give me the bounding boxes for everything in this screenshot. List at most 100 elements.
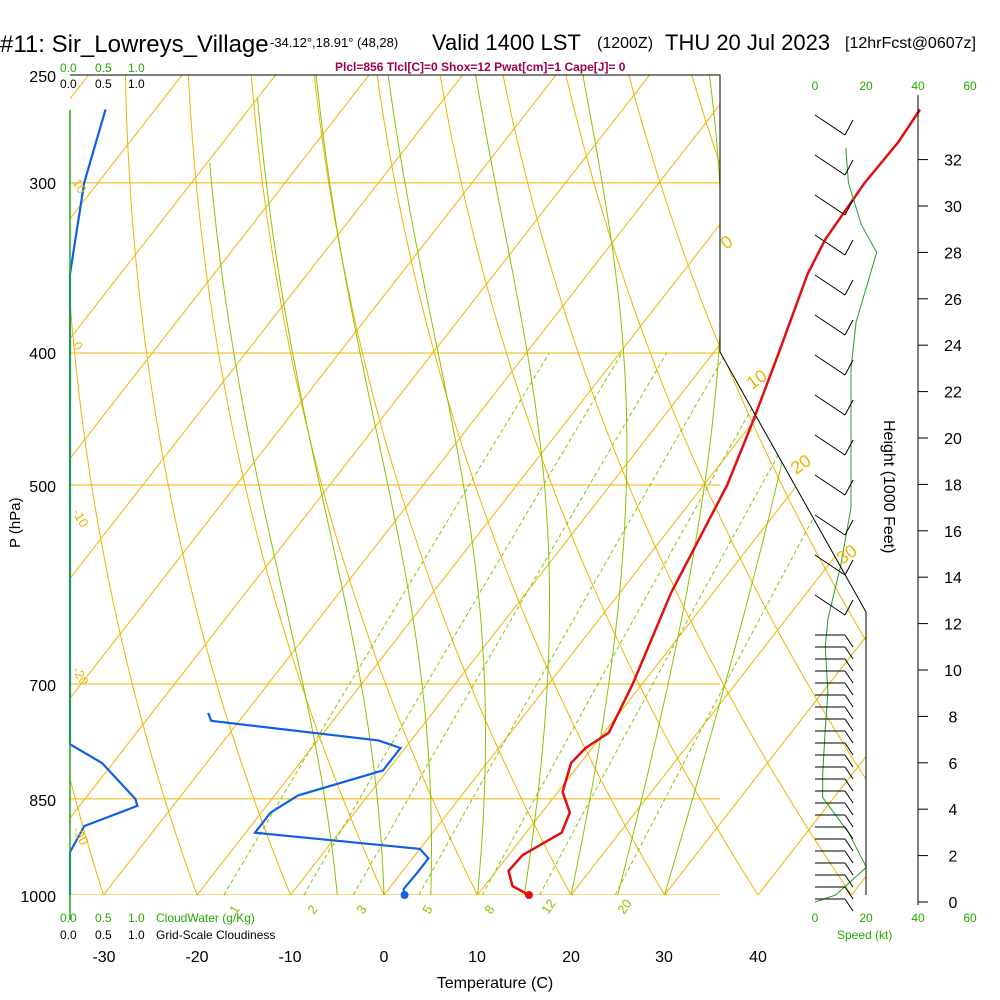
isotherm-line xyxy=(664,75,866,895)
speed-tick-bottom-0: 0 xyxy=(812,911,819,925)
surface-temperature-marker xyxy=(524,891,533,899)
pressure-tick-700: 700 xyxy=(29,678,56,695)
wind-barb-staff xyxy=(814,554,846,576)
wind-barb-staff xyxy=(814,314,846,336)
isotherm-line xyxy=(757,75,866,895)
moist-adiabat-line xyxy=(209,162,338,895)
cloud-scale-bottom-black-05: 0.5 xyxy=(95,928,112,942)
surface-dewpoint-marker xyxy=(400,891,409,899)
wind-barb-flag xyxy=(844,898,854,912)
speed-tick-top-20: 20 xyxy=(859,79,873,93)
wind-barb-flag xyxy=(844,706,854,720)
height-tick-label: 16 xyxy=(944,524,962,541)
mixing-ratio-label: 12 xyxy=(538,896,559,916)
wind-barb-staff xyxy=(814,354,846,376)
x-axis-label: Temperature (C) xyxy=(437,975,553,992)
wind-barb-flag xyxy=(844,658,854,672)
wind-barb-flag xyxy=(844,519,854,536)
mixing-ratio-label: 20 xyxy=(614,896,635,916)
pressure-tick-400: 400 xyxy=(29,346,56,363)
sounding-traces xyxy=(68,108,922,912)
pressure-tick-300: 300 xyxy=(29,176,56,193)
wind-barb-staff xyxy=(814,434,846,456)
y-axis-label: P (hPa) xyxy=(7,497,24,548)
cloud-water-label: CloudWater (g/Kg) xyxy=(156,911,255,925)
mixing-ratio-line xyxy=(418,352,727,895)
valid-date: THU 20 Jul 2023 xyxy=(665,30,830,55)
cloud-scale-top-green-1: 1.0 xyxy=(128,61,145,75)
height-tick-label: 30 xyxy=(944,199,962,216)
wind-barb-flag xyxy=(844,814,854,828)
plot-frame xyxy=(70,74,867,895)
moist-adiabat-line xyxy=(313,75,432,895)
cloudiness-label: Grid-Scale Cloudiness xyxy=(156,928,275,942)
wind-barb-flag xyxy=(844,670,854,684)
temp-tick-40: 40 xyxy=(749,949,767,966)
isotherm-line xyxy=(70,75,463,895)
wind-barb-staff xyxy=(814,234,846,256)
dry-adiabat-line xyxy=(559,75,866,895)
height-tick-label: 14 xyxy=(944,570,962,587)
speed-tick-top-60: 60 xyxy=(963,79,977,93)
wind-barb-flag xyxy=(844,802,854,816)
cloud-scale-top-black-1: 1.0 xyxy=(128,77,145,91)
height-tick-label: 32 xyxy=(944,153,962,170)
wind-barb-flag xyxy=(844,718,854,732)
wind-barb-flag xyxy=(844,826,854,840)
temp-tick-20: 20 xyxy=(562,949,580,966)
wind-barb-flag xyxy=(844,766,854,780)
wind-barb-flag xyxy=(844,634,854,648)
wind-barb-flag xyxy=(844,319,854,336)
wind-barb-flag xyxy=(844,119,854,136)
height-tick-label: 24 xyxy=(944,338,962,355)
wind-barb-flag xyxy=(844,359,854,376)
speed-tick-bottom-60: 60 xyxy=(963,911,977,925)
cloud-scale-top-black-05: 0.5 xyxy=(95,77,112,91)
isotherm-line xyxy=(70,75,183,895)
wind-barb-flag xyxy=(844,754,854,768)
mixing-ratio-line xyxy=(481,352,784,895)
temp-tick-0: 0 xyxy=(380,949,389,966)
dry-adiabat-line xyxy=(70,75,114,895)
height-tick-label: 22 xyxy=(944,385,962,402)
wind-barb-staff xyxy=(814,114,846,136)
height-tick-label: 10 xyxy=(944,663,962,680)
height-tick-label: 0 xyxy=(949,895,958,912)
wind-barb-flag xyxy=(844,862,854,876)
station-coords: -34.12°,18.91° (48,28) xyxy=(270,35,398,50)
height-tick-label: 4 xyxy=(949,802,958,819)
cloud-scale-top-green-0: 0.0 xyxy=(60,61,77,75)
dry-adiabat-line xyxy=(435,75,778,895)
wind-barb-flag xyxy=(844,742,854,756)
dry-adiabat-label: 10 xyxy=(69,176,89,196)
pressure-tick-250: 250 xyxy=(29,69,56,86)
speed-tick-top-0: 0 xyxy=(812,79,819,93)
cloud-scale-top-green-05: 0.5 xyxy=(95,61,112,75)
height-tick-label: 2 xyxy=(949,849,958,866)
wind-barb-flag xyxy=(844,199,854,216)
isotherm-line xyxy=(70,75,276,895)
height-axis-label: Height (1000 Feet) xyxy=(880,420,897,553)
mixing-ratio-line xyxy=(352,352,668,895)
temp-tick--10: -10 xyxy=(278,949,301,966)
wind-barb-flag xyxy=(844,559,854,576)
isotherm-line xyxy=(383,75,866,895)
wind-barb-staff xyxy=(814,474,846,496)
wind-barb-flag xyxy=(844,694,854,708)
wind-barb-flag xyxy=(844,730,854,744)
speed-tick-bottom-40: 40 xyxy=(911,911,925,925)
moist-adiabat-line xyxy=(471,75,551,895)
wind-barb-flag xyxy=(844,874,854,888)
wind-barb-staff xyxy=(814,514,846,536)
wind-barb-flag xyxy=(844,790,854,804)
cloud-scale-bottom-black-1: 1.0 xyxy=(128,928,145,942)
wind-barb-staff xyxy=(814,394,846,416)
forecast-label: [12hrFcst@0607z] xyxy=(845,35,976,52)
mixing-ratio-line xyxy=(303,352,623,895)
height-tick-label: 28 xyxy=(944,245,962,262)
height-tick-label: 18 xyxy=(944,477,962,494)
wind-barb-flag xyxy=(844,646,854,660)
wind-barb-flag xyxy=(844,599,854,616)
temp-tick--30: -30 xyxy=(92,949,115,966)
